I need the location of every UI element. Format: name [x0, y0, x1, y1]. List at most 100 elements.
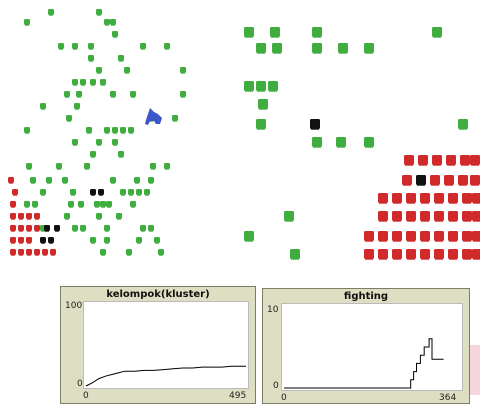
sheep-icon: [18, 237, 24, 244]
sheep-icon: [458, 175, 468, 186]
sheep-icon: [54, 225, 60, 232]
sheep-icon: [10, 213, 16, 220]
sheep-icon: [392, 193, 402, 204]
sheep-icon: [48, 237, 54, 244]
sheep-icon: [140, 225, 146, 232]
sheep-icon: [18, 225, 24, 232]
sheep-icon: [66, 115, 72, 122]
sheep-icon: [40, 189, 46, 196]
cluster-y-min: 0: [77, 379, 83, 389]
sheep-icon: [72, 139, 78, 146]
sheep-icon: [256, 81, 266, 92]
sheep-icon: [312, 43, 322, 54]
sheep-icon: [462, 249, 472, 260]
sheep-icon: [310, 119, 320, 130]
sheep-icon: [392, 231, 402, 242]
sheep-icon: [134, 177, 140, 184]
sheep-icon: [472, 193, 480, 204]
sheep-icon: [140, 43, 146, 50]
sheep-icon: [106, 201, 112, 208]
sheep-icon: [26, 237, 32, 244]
sheep-icon: [130, 91, 136, 98]
sheep-icon: [104, 225, 110, 232]
sheep-icon: [420, 249, 430, 260]
sheep-icon: [118, 151, 124, 158]
sheep-icon: [40, 103, 46, 110]
fighting-plot-title: fighting: [263, 291, 469, 302]
cluster-plot: kelompok(kluster) 100 0 0 495: [60, 286, 256, 404]
sheep-icon: [164, 163, 170, 170]
sheep-icon: [434, 231, 444, 242]
sheep-icon: [26, 249, 32, 256]
sheep-icon: [116, 213, 122, 220]
sheep-icon: [144, 189, 150, 196]
sheep-icon: [56, 163, 62, 170]
sheep-icon: [180, 67, 186, 74]
sheep-icon: [448, 231, 458, 242]
sheep-icon: [104, 127, 110, 134]
sheep-icon: [90, 79, 96, 86]
sheep-icon: [148, 225, 154, 232]
sheep-icon: [90, 237, 96, 244]
sheep-icon: [126, 249, 132, 256]
sheep-icon: [338, 43, 348, 54]
sheep-icon: [256, 119, 266, 130]
sheep-icon: [64, 91, 70, 98]
sheep-icon: [448, 193, 458, 204]
pink-strip: [470, 345, 480, 395]
cluster-line-chart: [84, 302, 248, 388]
fighting-x-max: 364: [439, 393, 456, 403]
sheep-icon: [80, 79, 86, 86]
sheep-icon: [128, 127, 134, 134]
sheep-icon: [12, 189, 18, 196]
sheep-icon: [100, 201, 106, 208]
sheep-icon: [448, 249, 458, 260]
fighting-plot-area: [281, 303, 463, 391]
sheep-icon: [164, 43, 170, 50]
sheep-icon: [472, 211, 480, 222]
sheep-icon: [100, 79, 106, 86]
world-view[interactable]: [0, 0, 480, 260]
sheep-icon: [244, 81, 254, 92]
sheep-icon: [378, 231, 388, 242]
sheep-icon: [470, 155, 480, 166]
sheep-icon: [268, 81, 278, 92]
sheep-icon: [10, 225, 16, 232]
sheep-icon: [180, 91, 186, 98]
fighting-line-chart: [282, 304, 462, 390]
sheep-icon: [434, 249, 444, 260]
sheep-icon: [404, 155, 414, 166]
sheep-icon: [460, 155, 470, 166]
sheep-icon: [472, 231, 480, 242]
sheep-icon: [378, 211, 388, 222]
cluster-x-max: 495: [229, 391, 246, 401]
fighting-series-line: [284, 339, 444, 388]
sheep-icon: [90, 151, 96, 158]
sheep-icon: [90, 189, 96, 196]
sheep-icon: [434, 193, 444, 204]
sheep-icon: [34, 213, 40, 220]
sheep-icon: [406, 231, 416, 242]
sheep-icon: [378, 193, 388, 204]
sheep-icon: [402, 175, 412, 186]
sheep-icon: [104, 19, 110, 26]
sheep-icon: [158, 249, 164, 256]
sheep-icon: [462, 193, 472, 204]
sheep-icon: [96, 9, 102, 16]
sheep-icon: [420, 231, 430, 242]
sheep-icon: [88, 55, 94, 62]
sheep-icon: [120, 189, 126, 196]
cluster-y-max: 100: [65, 301, 82, 311]
sheep-icon: [444, 175, 454, 186]
sheep-icon: [24, 127, 30, 134]
sheep-icon: [154, 237, 160, 244]
sheep-icon: [8, 177, 14, 184]
sheep-icon: [72, 43, 78, 50]
sheep-icon: [118, 55, 124, 62]
sheep-icon: [32, 201, 38, 208]
fighting-y-min: 0: [273, 381, 279, 391]
sheep-icon: [46, 177, 52, 184]
sheep-icon: [72, 225, 78, 232]
sheep-icon: [50, 249, 56, 256]
sheep-icon: [88, 43, 94, 50]
